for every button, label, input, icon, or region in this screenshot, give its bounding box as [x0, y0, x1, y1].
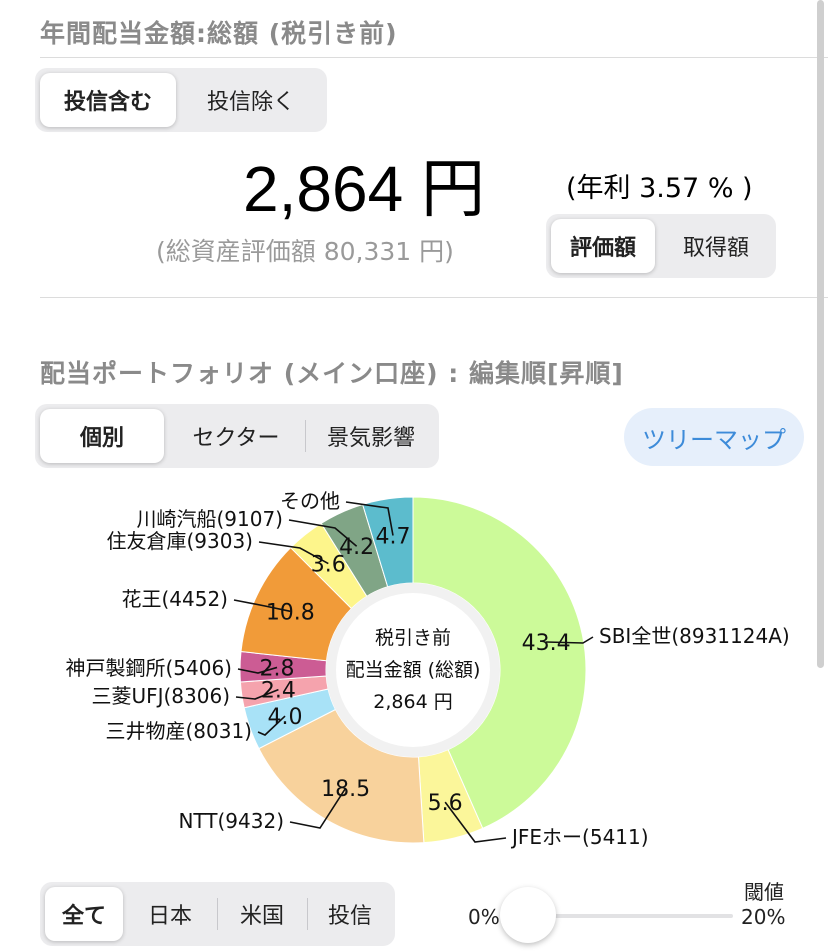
slice-name-label: その他: [280, 489, 340, 513]
center-text-line: 2,864 円: [373, 691, 452, 713]
segment-divider: [217, 898, 218, 930]
slider-thumb[interactable]: [500, 887, 557, 943]
donut-hole: [336, 593, 490, 747]
portfolio-view-toggle: 個別 セクター 景気影響: [35, 404, 439, 468]
basis-toggle: 評価額 取得額: [546, 214, 776, 278]
slice-name-label: 三井物産(8031): [105, 719, 252, 743]
slice-value-label: 4.2: [339, 535, 374, 560]
center-text-line: 配当金額 (総額): [346, 659, 481, 681]
divider: [40, 297, 828, 298]
tab-exclude-funds[interactable]: 投信除く: [206, 90, 295, 115]
leader-line: [288, 519, 358, 547]
threshold-label: 閾値: [744, 880, 784, 904]
threshold-slider[interactable]: [500, 887, 733, 943]
leader-line: [237, 666, 278, 674]
threshold-min-label: 0%: [468, 905, 500, 929]
slice-value-label: 10.8: [266, 600, 315, 625]
slice-value-label: 4.7: [375, 524, 410, 549]
tab-include-funds[interactable]: 投信含む: [40, 73, 176, 127]
leader-line: [233, 599, 291, 613]
slice-name-label: 神戸製鋼所(5406): [65, 656, 232, 680]
slice-value-label: 2.4: [261, 679, 296, 704]
tab-sector[interactable]: セクター: [192, 426, 280, 451]
tab-economic-impact[interactable]: 景気影響: [326, 426, 415, 451]
portfolio-title: 配当ポートフォリオ (メイン口座) : 編集順[昇順]: [40, 359, 624, 388]
annual-dividend-title: 年間配当金額:総額 (税引き前): [40, 19, 398, 48]
treemap-button[interactable]: ツリーマップ: [624, 408, 804, 466]
slice-name-label: 花王(4452): [121, 587, 228, 611]
divider: [40, 57, 828, 58]
segment-divider: [305, 420, 306, 452]
tab-market-value[interactable]: 評価額: [551, 219, 655, 273]
fund-toggle: 投信含む 投信除く: [35, 68, 327, 132]
slice-value-label: 2.8: [260, 656, 295, 681]
slice-value-label: 18.5: [321, 777, 370, 802]
tab-individual[interactable]: 個別: [40, 409, 164, 463]
slice-name-label: 住友倉庫(9303): [106, 529, 253, 553]
tab-us[interactable]: 米国: [239, 904, 284, 929]
tab-all[interactable]: 全て: [45, 887, 123, 941]
slice-name-label: SBI全世(8931124A): [599, 624, 790, 648]
slice-name-label: JFEホー(5411): [510, 825, 649, 849]
slice-value-label: 4.0: [268, 705, 303, 730]
scrollbar[interactable]: [817, 0, 824, 668]
annual-yield: (年利 3.57 % ): [566, 173, 753, 204]
segment-divider: [307, 898, 308, 930]
leader-line: [289, 787, 347, 829]
leader-line: [345, 501, 394, 536]
leader-line: [257, 715, 286, 736]
slice-value-label: 5.6: [428, 791, 463, 816]
leader-line: [258, 541, 329, 565]
tab-japan[interactable]: 日本: [147, 904, 192, 929]
slice-name-label: NTT(9432): [178, 809, 284, 833]
market-filter-toggle: 全て 日本 米国 投信: [40, 882, 395, 946]
slider-track: [509, 914, 733, 918]
slice-name-label: 三菱UFJ(8306): [91, 684, 230, 708]
annual-amount: 2,864 円: [243, 153, 485, 225]
tab-acquisition-value[interactable]: 取得額: [682, 236, 749, 261]
donut-slices: [239, 496, 587, 844]
tab-funds[interactable]: 投信: [327, 904, 372, 929]
total-assets: (総資産評価額 80,331 円): [156, 237, 454, 266]
threshold-max-label: 20%: [741, 905, 786, 929]
donut-labels: 43.4 SBI全世(8931124A) 5.6 JFEホー(5411) 18.5 NTT…: [65, 489, 789, 849]
slice-value-label: 43.4: [522, 631, 571, 656]
center-text-line: 税引き前: [375, 627, 451, 649]
leader-line: [546, 636, 594, 644]
leader-line: [235, 688, 279, 700]
leader-line: [444, 801, 507, 843]
slice-name-label: 川崎汽船(9107): [136, 507, 283, 531]
